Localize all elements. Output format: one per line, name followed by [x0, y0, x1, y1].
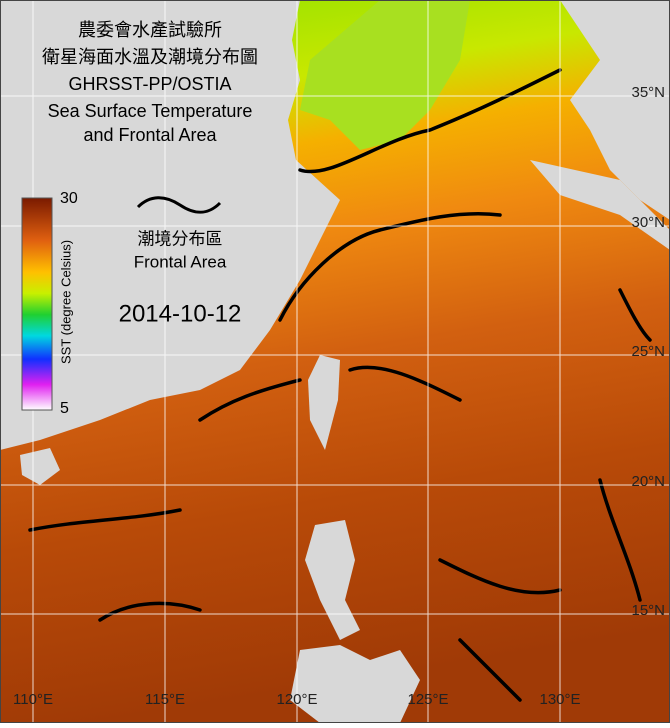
front-line — [458, 638, 522, 702]
colorbar-min: 5 — [60, 400, 69, 417]
front-line — [28, 508, 182, 532]
front-line — [198, 378, 302, 422]
front-line — [598, 478, 642, 602]
front-line — [298, 68, 562, 174]
lat-label: 15°N — [631, 602, 665, 619]
title-line: 農委會水產試驗所 — [78, 20, 222, 40]
taiwan — [308, 355, 340, 450]
lon-label: 125°E — [407, 691, 448, 708]
mainland — [0, 0, 340, 450]
colorbar — [21, 197, 53, 411]
lon-label: 130°E — [539, 691, 580, 708]
lat-label: 25°N — [631, 343, 665, 360]
front-line — [618, 288, 652, 342]
title-line: and Frontal Area — [83, 125, 217, 145]
lat-label: 30°N — [631, 214, 665, 231]
front-line — [278, 211, 502, 322]
japan-south — [530, 160, 670, 250]
fronts — [28, 68, 652, 702]
lon-label: 110°E — [13, 691, 53, 708]
title-line: Sea Surface Temperature — [48, 101, 253, 121]
title-line: GHRSST-PP/OSTIA — [68, 74, 231, 94]
korea-japan — [560, 0, 670, 220]
colorbar-max: 30 — [60, 190, 78, 207]
legend-label: 潮境分布區 — [138, 229, 223, 248]
front-legend-symbol — [136, 196, 222, 214]
hainan — [20, 448, 60, 485]
legend-label: Frontal Area — [134, 252, 227, 271]
lon-label: 120°E — [276, 691, 317, 708]
front-line — [438, 558, 562, 595]
lon-label: 115°E — [145, 691, 185, 708]
luzon — [305, 520, 360, 640]
front-line — [348, 365, 462, 402]
date: 2014-10-12 — [119, 300, 242, 327]
colorbar-label: SST (degree Celsius) — [58, 240, 73, 364]
lat-label: 20°N — [631, 473, 665, 490]
title-line: 衛星海面水溫及潮境分布圖 — [42, 47, 258, 67]
philippine-islands — [290, 645, 420, 723]
lat-label: 35°N — [631, 84, 665, 101]
